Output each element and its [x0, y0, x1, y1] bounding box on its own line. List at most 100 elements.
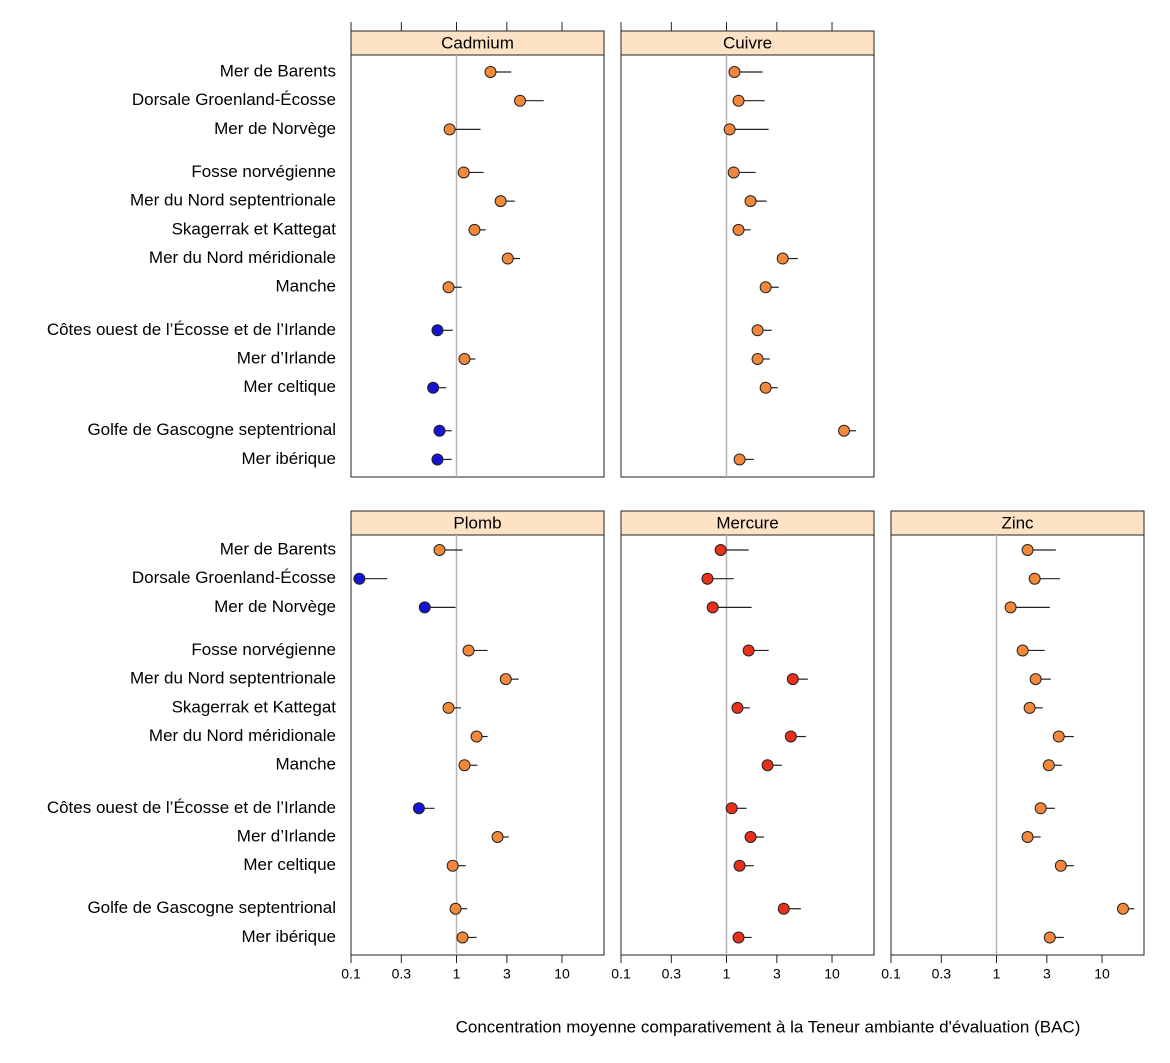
category-label: Mer celtique: [243, 855, 336, 874]
x-tick-label: 3: [773, 966, 781, 982]
panel-frame: [350, 534, 605, 956]
dot: [1052, 730, 1065, 743]
dot: [701, 572, 714, 585]
category-label: Mer de Barents: [220, 61, 336, 80]
dot: [1042, 759, 1055, 772]
strip: [620, 510, 875, 536]
dot: [733, 859, 746, 872]
category-label: Mer ibérique: [242, 449, 337, 468]
category-label: Mer de Norvège: [214, 119, 336, 138]
category-label: Fosse norvégienne: [191, 640, 336, 659]
dot: [727, 166, 740, 179]
dot: [1028, 572, 1041, 585]
x-axis-title: Concentration moyenne comparativement à …: [456, 1017, 1081, 1036]
category-label: Fosse norvégienne: [191, 162, 336, 181]
dot: [458, 759, 471, 772]
category-label: Manche: [276, 277, 336, 296]
dot: [786, 673, 799, 686]
x-tick-label: 0.1: [881, 966, 901, 982]
dot: [744, 831, 757, 843]
dot: [838, 424, 851, 437]
dot: [427, 381, 440, 394]
dot: [353, 572, 366, 585]
dot: [491, 831, 504, 843]
dot: [751, 353, 764, 365]
dot: [501, 252, 514, 265]
dot: [442, 701, 455, 714]
x-tick-label: 0.3: [662, 966, 682, 982]
panel-frame: [620, 54, 875, 478]
category-label: Skagerrak et Kattegat: [172, 219, 337, 238]
dot: [484, 66, 497, 78]
dot: [514, 94, 527, 107]
panel-title: Plomb: [453, 513, 501, 532]
dot: [733, 453, 746, 466]
x-tick-label: 0.1: [611, 966, 631, 982]
dot: [1034, 802, 1047, 815]
dot: [731, 701, 744, 714]
dot: [431, 453, 444, 466]
dot: [732, 94, 745, 107]
dot: [1021, 544, 1034, 556]
dot: [456, 931, 469, 944]
category-label: Mer de Norvège: [214, 597, 336, 616]
dot: [723, 123, 736, 136]
category-label: Dorsale Groenland-Écosse: [132, 90, 336, 109]
dot: [443, 123, 456, 136]
strip: [890, 510, 1145, 536]
category-label: Côtes ouest de l’Écosse et de l’Irlande: [47, 798, 336, 817]
dot: [494, 195, 507, 208]
dot: [784, 730, 797, 743]
panel-title: Zinc: [1001, 513, 1034, 532]
panel-frame: [890, 534, 1145, 956]
dot: [776, 252, 789, 265]
category-label: Dorsale Groenland-Écosse: [132, 568, 336, 587]
panel-frame: [620, 534, 875, 956]
dot: [732, 931, 745, 944]
panel-frame: [350, 54, 605, 478]
dot: [732, 223, 745, 236]
dot: [759, 281, 772, 294]
category-label: Mer ibérique: [242, 927, 337, 946]
category-label: Mer d’Irlande: [237, 348, 336, 367]
dot: [751, 324, 764, 337]
category-label: Manche: [276, 755, 336, 774]
dot: [1004, 601, 1017, 614]
category-label: Mer celtique: [243, 377, 336, 396]
category-label: Côtes ouest de l’Écosse et de l’Irlande: [47, 320, 336, 339]
dot: [1029, 673, 1042, 686]
dot: [725, 802, 738, 815]
x-tick-label: 1: [723, 966, 731, 982]
x-tick-label: 1: [993, 966, 1001, 982]
dot: [1043, 931, 1056, 944]
x-tick-label: 1: [453, 966, 461, 982]
dot: [468, 223, 481, 236]
strip: [350, 30, 605, 56]
dot: [1116, 902, 1129, 915]
x-tick-label: 0.3: [932, 966, 952, 982]
x-tick-label: 3: [503, 966, 511, 982]
dot: [714, 544, 727, 556]
panel-title: Mercure: [716, 513, 778, 532]
dot: [446, 859, 459, 872]
dot: [1023, 701, 1036, 714]
dot: [744, 195, 757, 208]
panel-title: Cuivre: [723, 33, 772, 52]
dot: [449, 902, 462, 915]
dot: [728, 66, 741, 78]
category-label: Mer d’Irlande: [237, 826, 336, 845]
dot: [470, 730, 483, 743]
category-label: Mer du Nord méridionale: [149, 726, 336, 745]
category-label: Golfe de Gascogne septentrional: [87, 420, 336, 439]
category-label: Golfe de Gascogne septentrional: [87, 898, 336, 917]
x-tick-label: 0.3: [392, 966, 412, 982]
dot: [759, 381, 772, 394]
strip: [350, 510, 605, 536]
x-tick-label: 10: [554, 966, 570, 982]
dot: [412, 802, 425, 815]
x-tick-label: 10: [1094, 966, 1110, 982]
dot: [442, 281, 455, 294]
panel-title: Cadmium: [441, 33, 514, 52]
category-label: Skagerrak et Kattegat: [172, 697, 337, 716]
